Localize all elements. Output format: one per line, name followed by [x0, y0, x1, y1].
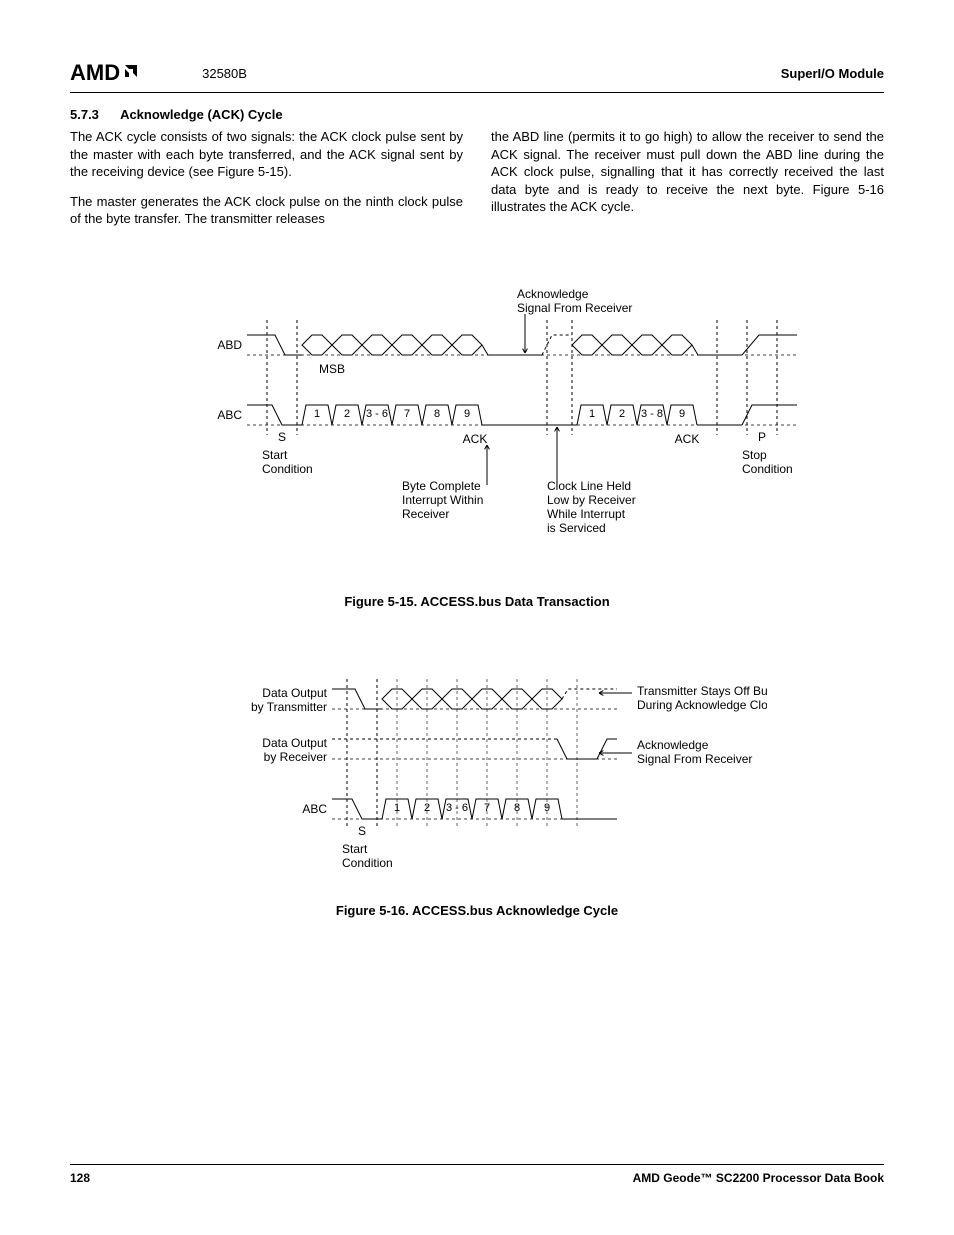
svg-text:While Interrupt: While Interrupt — [547, 507, 626, 521]
svg-text:Transmitter Stays Off Bus: Transmitter Stays Off Bus — [637, 684, 767, 698]
svg-text:is Serviced: is Serviced — [547, 521, 606, 535]
logo-text: AMD — [70, 60, 120, 86]
paragraph-1: The ACK cycle consists of two signals: t… — [70, 128, 463, 181]
svg-text:Condition: Condition — [342, 856, 393, 870]
figure-5-16-caption: Figure 5-16. ACCESS.bus Acknowledge Cycl… — [70, 903, 884, 918]
figure-5-15: ABD ABC MSB 1 2 3 - 6 7 8 9 1 2 3 - 8 9 S P ACK ACK Start… — [70, 280, 884, 580]
left-column: The ACK cycle consists of two signals: t… — [70, 128, 463, 240]
svg-text:8: 8 — [434, 408, 440, 420]
svg-text:ABD: ABD — [217, 338, 242, 352]
svg-text:1: 1 — [394, 802, 400, 814]
page-footer: 128 AMD Geode™ SC2200 Processor Data Boo… — [70, 1164, 884, 1185]
svg-text:S: S — [278, 430, 286, 444]
svg-text:Clock Line Held: Clock Line Held — [547, 479, 631, 493]
svg-text:7: 7 — [404, 408, 410, 420]
module-title: SuperI/O Module — [781, 66, 884, 81]
svg-text:Data Output: Data Output — [262, 686, 327, 700]
svg-text:3 - 6: 3 - 6 — [366, 408, 388, 420]
svg-text:Receiver: Receiver — [402, 507, 449, 521]
doc-number: 32580B — [202, 66, 247, 81]
book-title: AMD Geode™ SC2200 Processor Data Book — [633, 1171, 884, 1185]
svg-text:Signal From Receiver: Signal From Receiver — [637, 752, 752, 766]
svg-text:MSB: MSB — [319, 362, 345, 376]
svg-text:2: 2 — [344, 408, 350, 420]
header-left: AMD 32580B — [70, 60, 247, 86]
svg-text:Start: Start — [342, 842, 368, 856]
svg-text:9: 9 — [544, 802, 550, 814]
svg-text:Condition: Condition — [262, 462, 313, 476]
svg-text:Acknowledge: Acknowledge — [517, 287, 589, 301]
svg-text:7: 7 — [484, 802, 490, 814]
svg-text:ACK: ACK — [675, 432, 700, 446]
paragraph-2: The master generates the ACK clock pulse… — [70, 193, 463, 228]
svg-text:Stop: Stop — [742, 448, 767, 462]
amd-logo: AMD — [70, 60, 142, 86]
svg-text:2: 2 — [424, 802, 430, 814]
figure-5-15-caption: Figure 5-15. ACCESS.bus Data Transaction — [70, 594, 884, 609]
svg-text:Start: Start — [262, 448, 288, 462]
svg-text:8: 8 — [514, 802, 520, 814]
svg-text:ABC: ABC — [302, 802, 327, 816]
figure-5-16: Data Outputby TransmitterData Outputby R… — [70, 669, 884, 889]
svg-text:1: 1 — [589, 408, 595, 420]
svg-text:S: S — [358, 824, 366, 838]
svg-text:by Transmitter: by Transmitter — [251, 700, 327, 714]
svg-text:Acknowledge: Acknowledge — [637, 738, 709, 752]
svg-text:by Receiver: by Receiver — [264, 750, 327, 764]
svg-text:ACK: ACK — [463, 432, 488, 446]
svg-text:9: 9 — [464, 408, 470, 420]
svg-text:Low by Receiver: Low by Receiver — [547, 493, 636, 507]
logo-arrow-icon — [122, 60, 142, 86]
svg-text:Data Output: Data Output — [262, 736, 327, 750]
section-title: Acknowledge (ACK) Cycle — [120, 107, 283, 122]
page-header: AMD 32580B SuperI/O Module — [70, 60, 884, 93]
svg-text:P: P — [758, 430, 766, 444]
svg-text:1: 1 — [314, 408, 320, 420]
svg-text:ABC: ABC — [217, 408, 242, 422]
page-number: 128 — [70, 1171, 90, 1185]
body-text: The ACK cycle consists of two signals: t… — [70, 128, 884, 240]
figure-5-15-svg: ABD ABC MSB 1 2 3 - 6 7 8 9 1 2 3 - 8 9 S P ACK ACK Start… — [147, 280, 807, 580]
figure-5-16-svg: Data Outputby TransmitterData Outputby R… — [187, 669, 767, 889]
paragraph-3: the ABD line (permits it to go high) to … — [491, 128, 884, 216]
svg-text:Condition: Condition — [742, 462, 793, 476]
section-heading: 5.7.3 Acknowledge (ACK) Cycle — [70, 107, 884, 122]
svg-text:During Acknowledge Clock: During Acknowledge Clock — [637, 698, 767, 712]
section-number: 5.7.3 — [70, 107, 99, 122]
svg-text:3 - 8: 3 - 8 — [641, 408, 663, 420]
svg-text:9: 9 — [679, 408, 685, 420]
right-column: the ABD line (permits it to go high) to … — [491, 128, 884, 240]
svg-text:Byte Complete: Byte Complete — [402, 479, 481, 493]
svg-text:3 - 6: 3 - 6 — [446, 802, 468, 814]
svg-text:2: 2 — [619, 408, 625, 420]
svg-text:Signal From Receiver: Signal From Receiver — [517, 301, 632, 315]
svg-text:Interrupt Within: Interrupt Within — [402, 493, 483, 507]
